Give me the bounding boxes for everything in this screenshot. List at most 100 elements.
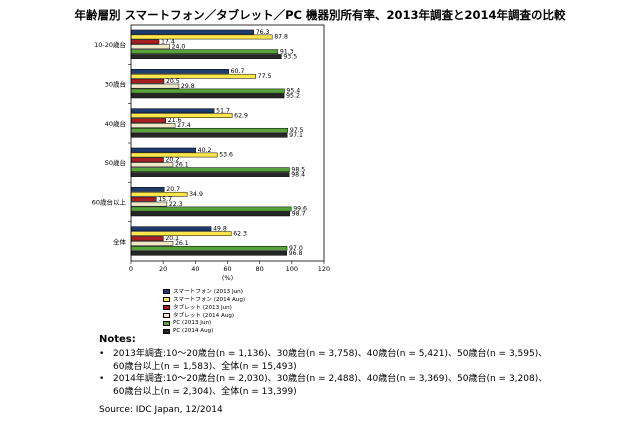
bar [130,157,164,163]
data-label: 26.1 [175,161,189,168]
data-label: 96.8 [289,250,303,257]
bar [130,226,212,232]
legend-item: PC (2014 Aug) [163,327,245,335]
bar [130,69,229,74]
category-label: 40歳台 [105,119,126,128]
chart-title: 年齢層別 スマートフォン／タブレット／PC 機器別所有率、2013年調査と201… [74,8,566,22]
legend-label: PC (2013 Jun) [173,320,212,326]
x-tick-label: 20 [159,265,167,273]
bar [130,83,180,89]
legend-label: PC (2014 Aug) [173,328,214,334]
bar [130,78,165,84]
bar [130,118,166,123]
bar [130,250,287,256]
bar [130,93,285,99]
bar [130,206,292,212]
category-label: 60歳台以上 [92,198,127,207]
bar [130,187,165,192]
data-label: 20.1 [165,235,179,242]
data-label: 20.5 [166,78,180,85]
note-item: • 2013年調査:10〜20歳台(n = 1,136)、30歳台(n = 3,… [99,348,629,373]
category-label: 30歳台 [105,80,126,89]
data-label: 98.5 [291,166,305,173]
data-label: 99.6 [293,206,307,213]
x-tick-label: 100 [286,265,298,273]
bar [130,88,285,94]
data-label: 20.2 [165,157,179,164]
category-label: 全体 [113,237,127,246]
data-label: 97.1 [289,132,303,139]
bar-chart: 76.3 87.8 17.424.0 91.393.5 10-20歳台 60.7 77.5 2… [92,24,330,282]
bar [130,196,157,202]
legend-item: タブレット (2014 Aug) [163,311,245,319]
data-label: 91.3 [280,48,294,55]
bar [130,231,232,236]
data-label: 76.3 [256,29,270,36]
x-tick-label: 40 [191,265,199,273]
bar [130,162,174,168]
data-label: 93.5 [283,53,297,60]
data-label: 29.8 [181,83,195,90]
data-label: 49.8 [213,225,227,232]
legend-label: スマートフォン (2013 Jun) [173,289,243,295]
legend-item: スマートフォン (2013 Jun) [163,287,245,295]
bar [130,29,254,35]
data-label: 27.4 [177,122,191,129]
data-label: 53.6 [219,152,233,159]
data-label: 17.4 [161,39,175,46]
bar [130,73,256,79]
legend-label: スマートフォン (2014 Aug) [173,297,246,303]
bar [130,34,273,40]
x-tick-label: 0 [129,265,133,273]
category-label: 10-20歳台 [94,40,126,49]
legend-swatch [163,312,170,318]
data-label: 21.6 [168,117,182,124]
data-label: 24.0 [172,43,186,50]
note-line: 2014年調査:10〜20歳台(n = 2,030)、30歳台(n = 2,48… [113,374,548,384]
note-item: • 2014年調査:10〜20歳台(n = 2,030)、30歳台(n = 2,… [99,373,629,398]
x-tick-label: 60 [223,265,231,273]
bar [130,113,233,118]
notes: Notes: • 2013年調査:10〜20歳台(n = 1,136)、30歳台… [99,334,629,398]
legend-item: スマートフォン (2014 Aug) [163,295,245,303]
data-label: 97.5 [290,127,304,134]
bar [130,245,288,251]
bar [130,127,289,133]
data-label: 34.9 [189,191,203,198]
data-label: 87.8 [274,34,288,41]
bar [130,44,170,50]
legend: スマートフォン (2013 Jun) スマートフォン (2014 Aug) タブレッ… [163,287,245,335]
data-label: 15.7 [158,196,172,203]
bar [130,236,164,241]
x-axis-label: (%) [222,274,233,282]
data-label: 98.4 [291,171,305,178]
bar [130,211,290,217]
bar [130,49,279,55]
bar [130,172,290,177]
bar [130,123,176,128]
data-label: 20.7 [166,186,180,193]
legend-swatch [163,328,170,334]
data-label: 40.2 [198,147,212,154]
bar [130,201,168,207]
note-line: 2013年調査:10〜20歳台(n = 1,136)、30歳台(n = 3,75… [113,349,548,359]
notes-heading: Notes: [99,334,136,345]
data-label: 60.7 [231,68,245,75]
data-label: 22.3 [169,201,183,208]
data-label: 95.2 [286,93,300,100]
note-line: 60歳台以上(n = 1,583)、全体(n = 15,493) [113,361,297,372]
legend-swatch [163,320,170,326]
data-label: 26.1 [175,240,189,247]
legend-label: タブレット (2014 Aug) [173,313,235,319]
bar [130,132,288,138]
data-label: 77.5 [258,73,272,80]
plot-frame [130,24,325,262]
data-label: 62.3 [233,230,247,237]
note-bullet: • [99,374,105,384]
bar [130,241,174,246]
data-label: 98.7 [292,211,306,218]
legend-swatch [163,296,170,302]
bar [130,54,282,59]
legend-item: タブレット (2013 Jun) [163,303,245,311]
source-note: Source: IDC Japan, 12/2014 [99,405,223,415]
